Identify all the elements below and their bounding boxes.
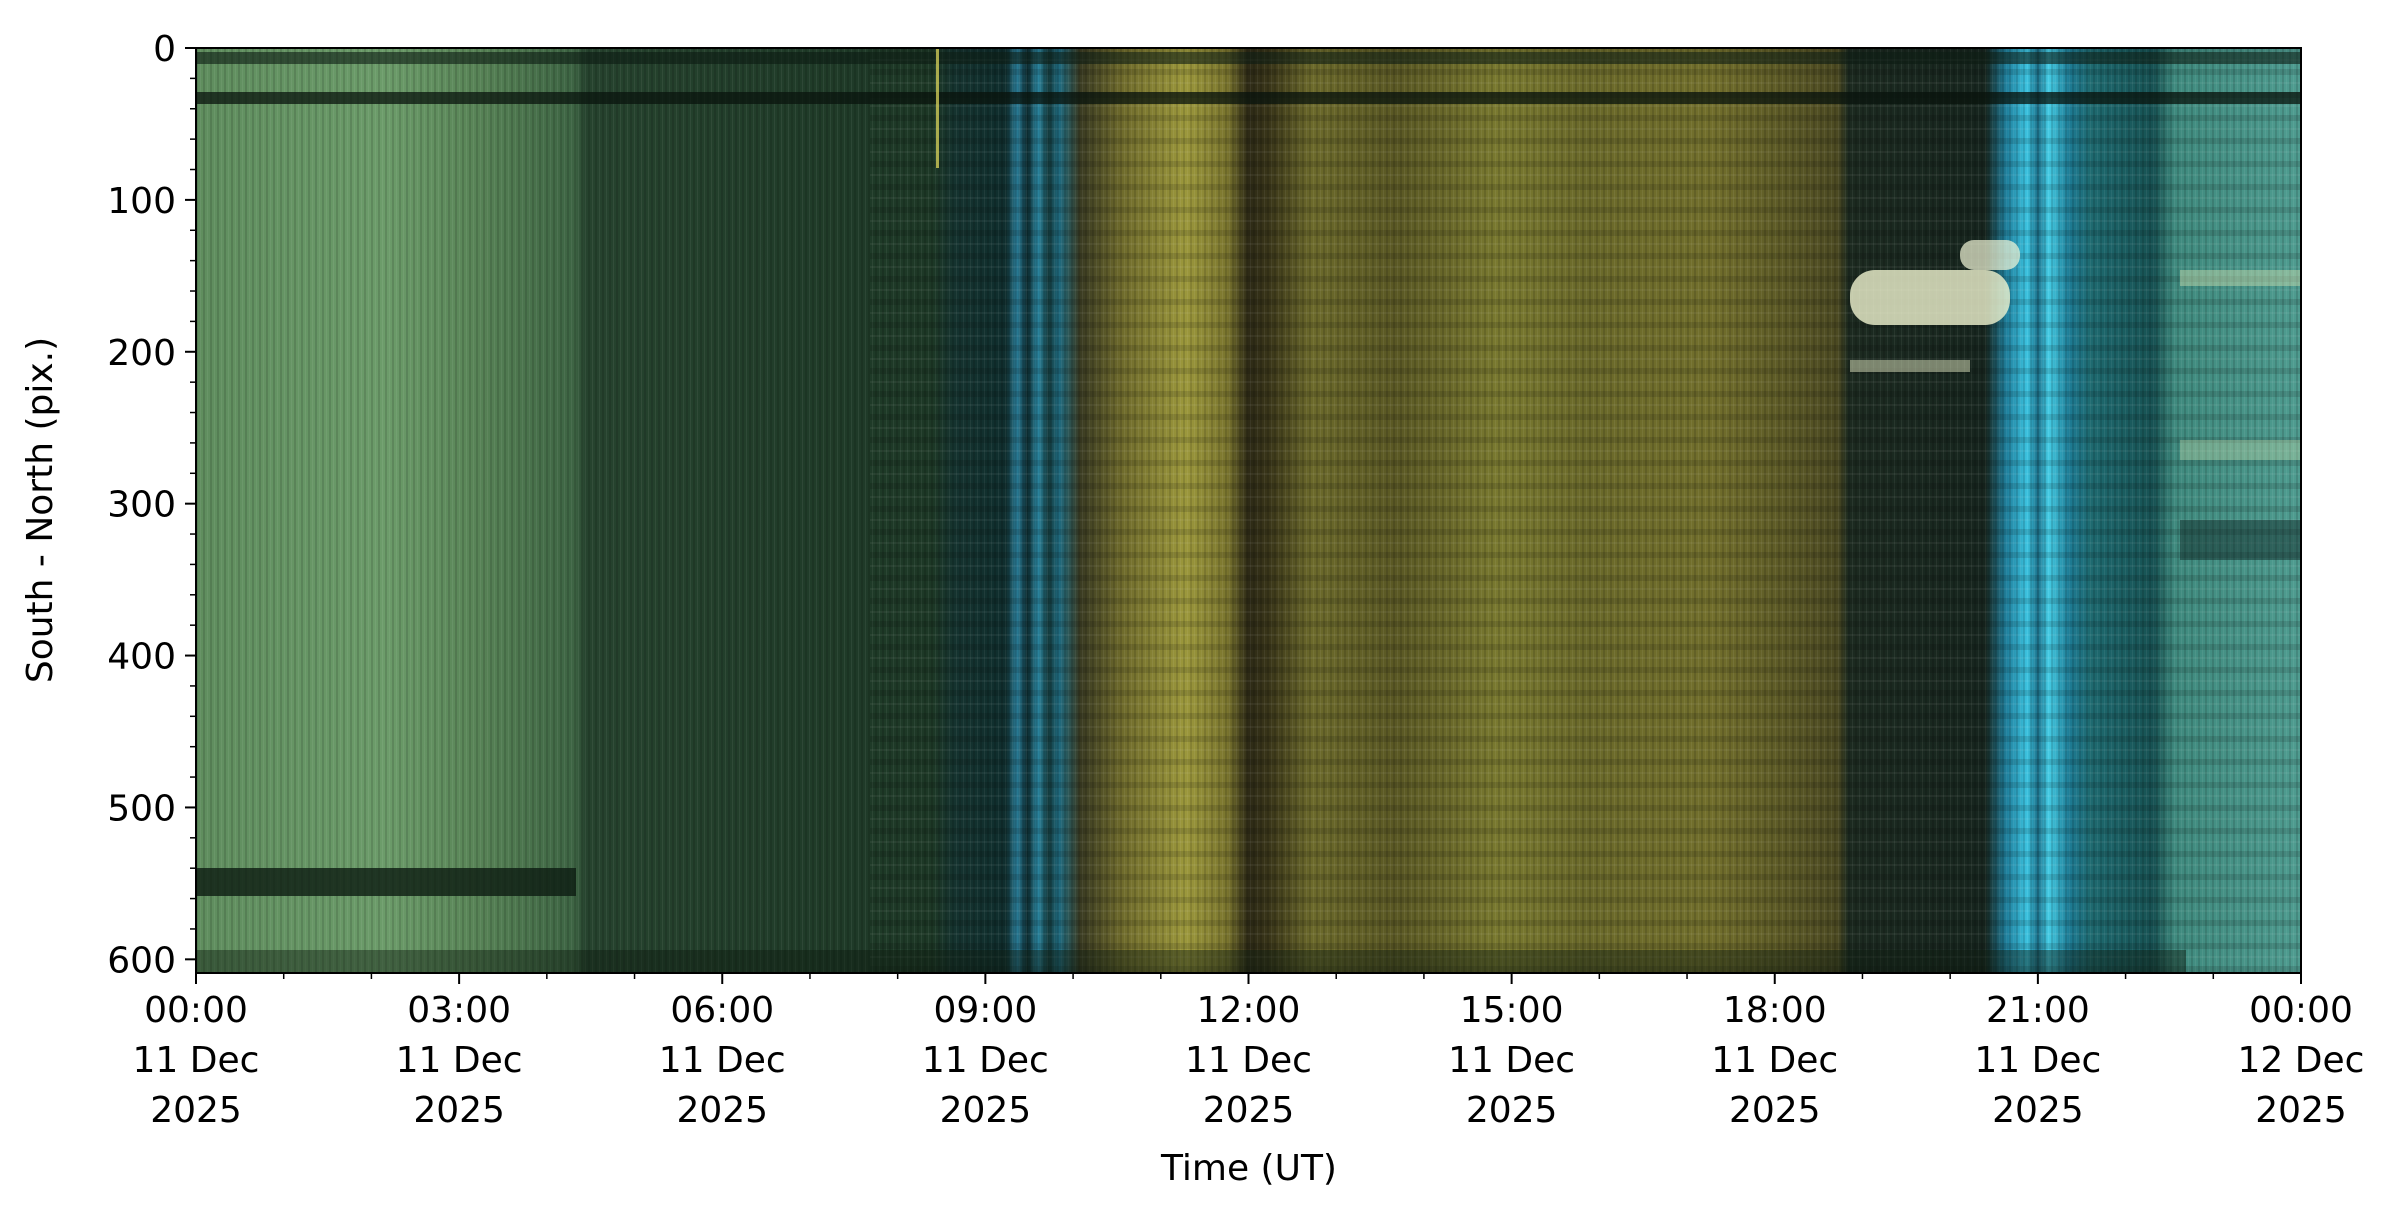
x-axis-label: Time (UT) <box>1160 1148 1337 1189</box>
x-tick-label: 06:00 11 Dec 2025 <box>659 990 786 1131</box>
x-tick-label: 15:00 11 Dec 2025 <box>1448 990 1575 1131</box>
y-tick-label: 500 <box>107 788 176 829</box>
y-tick-label: 300 <box>107 485 176 526</box>
y-tick-label: 400 <box>107 637 176 678</box>
y-axis-label: South - North (pix.) <box>20 337 61 683</box>
x-tick-label: 03:00 11 Dec 2025 <box>396 990 523 1131</box>
x-tick-label: 12:00 11 Dec 2025 <box>1185 990 1312 1131</box>
x-tick-label: 18:00 11 Dec 2025 <box>1711 990 1838 1131</box>
x-tick-label: 00:00 11 Dec 2025 <box>133 990 260 1131</box>
y-tick-label: 600 <box>107 940 176 981</box>
keogram-image <box>196 48 2301 973</box>
x-tick-label: 00:00 12 Dec 2025 <box>2238 990 2365 1131</box>
x-tick-label: 09:00 11 Dec 2025 <box>922 990 1049 1131</box>
x-tick-label: 21:00 11 Dec 2025 <box>1974 990 2101 1131</box>
y-tick-label: 0 <box>153 29 176 70</box>
y-tick-label: 100 <box>107 181 176 222</box>
y-tick-label: 200 <box>107 333 176 374</box>
